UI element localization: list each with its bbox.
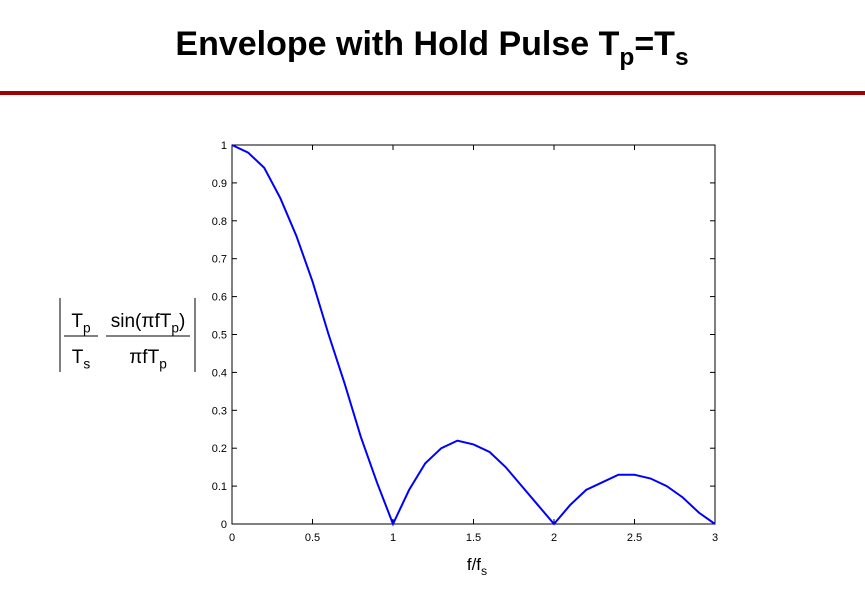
y-tick-label: 0.2 [212, 443, 227, 455]
x-tick-label: 0 [229, 532, 235, 544]
x-tick-label: 3 [712, 532, 718, 544]
title: Envelope with Hold Pulse Tp=Ts [175, 25, 688, 71]
x-tick-label: 2.5 [627, 532, 642, 544]
x-tick-label: 1 [390, 532, 396, 544]
y-label-part-part: T [71, 311, 83, 332]
x-tick-label: 2 [551, 532, 557, 544]
y-label-part-part: fT [142, 347, 159, 368]
y-tick-label: 0.3 [212, 405, 227, 417]
y-label-part-part: ) [179, 311, 185, 332]
x-tick-label: 0.5 [305, 532, 320, 544]
plot-frame [231, 144, 716, 525]
y-label-part-part: p [83, 321, 91, 336]
y-label-part-part: sin( [111, 311, 142, 332]
y-tick-label: 0.8 [212, 216, 227, 228]
y-tick-label: 0 [221, 519, 227, 531]
title-part: p [619, 44, 634, 71]
y-tick-label: 0.9 [212, 178, 227, 190]
x-axis-label-part: f/f [467, 555, 481, 574]
line-series [231, 144, 716, 527]
title-part: =T [634, 25, 675, 63]
y-label-part-part: π [129, 347, 142, 368]
x-tick-label: 1.5 [466, 532, 481, 544]
y-label-part: sin(πfTp) [111, 311, 186, 336]
title-part: s [675, 44, 689, 71]
y-tick-label: 0.5 [212, 330, 227, 342]
title-rule [0, 91, 865, 95]
y-tick-label: 0.4 [212, 367, 227, 379]
y-label-part-part: T [72, 347, 84, 368]
title-part: Envelope with Hold Pulse T [175, 25, 619, 63]
y-tick-label: 0.7 [212, 254, 227, 266]
y-label-part-part: p [171, 321, 179, 336]
y-label-part: Tp [71, 311, 91, 336]
y-label-part-part: s [83, 357, 90, 372]
y-tick-label: 0.6 [212, 292, 227, 304]
y-tick-label: 1 [221, 140, 227, 152]
x-axis-label-part: s [481, 564, 487, 578]
y-label-part: Ts [72, 347, 91, 372]
x-axis-label: f/fs [467, 555, 487, 578]
y-label-part-part: p [159, 357, 167, 372]
y-label-part: πfTp [129, 347, 167, 372]
y-label-part-part: π [141, 311, 154, 332]
y-label-part-part: fT [154, 311, 171, 332]
y-tick-label: 0.1 [212, 481, 227, 493]
